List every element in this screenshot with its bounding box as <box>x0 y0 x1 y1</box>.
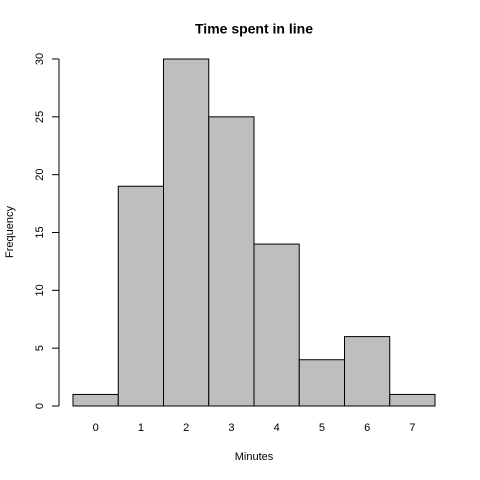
y-tick-label: 15 <box>34 226 46 238</box>
bar <box>344 336 391 407</box>
bar <box>117 185 164 407</box>
bar <box>72 393 119 407</box>
bar <box>163 58 210 407</box>
y-tick-label: 25 <box>34 111 46 123</box>
y-tick-label: 5 <box>34 345 46 351</box>
x-tick-label: 6 <box>364 422 370 434</box>
x-tick-label: 7 <box>409 422 415 434</box>
y-tick-label: 10 <box>34 284 46 296</box>
x-tick-label: 3 <box>228 422 234 434</box>
x-tick-label: 1 <box>138 422 144 434</box>
x-tick-label: 2 <box>183 422 189 434</box>
y-axis-label: Frequency <box>4 206 16 258</box>
x-tick-label: 4 <box>274 422 280 434</box>
y-tick-label: 30 <box>34 53 46 65</box>
x-tick-label: 0 <box>93 422 99 434</box>
chart-title: Time spent in line <box>195 21 313 37</box>
bar <box>298 359 345 407</box>
bar <box>389 393 436 407</box>
bar <box>253 243 300 407</box>
x-tick-label: 5 <box>319 422 325 434</box>
x-axis-label: Minutes <box>235 451 274 463</box>
y-tick-label: 0 <box>34 403 46 409</box>
y-tick-label: 20 <box>34 169 46 181</box>
bar <box>208 116 255 407</box>
